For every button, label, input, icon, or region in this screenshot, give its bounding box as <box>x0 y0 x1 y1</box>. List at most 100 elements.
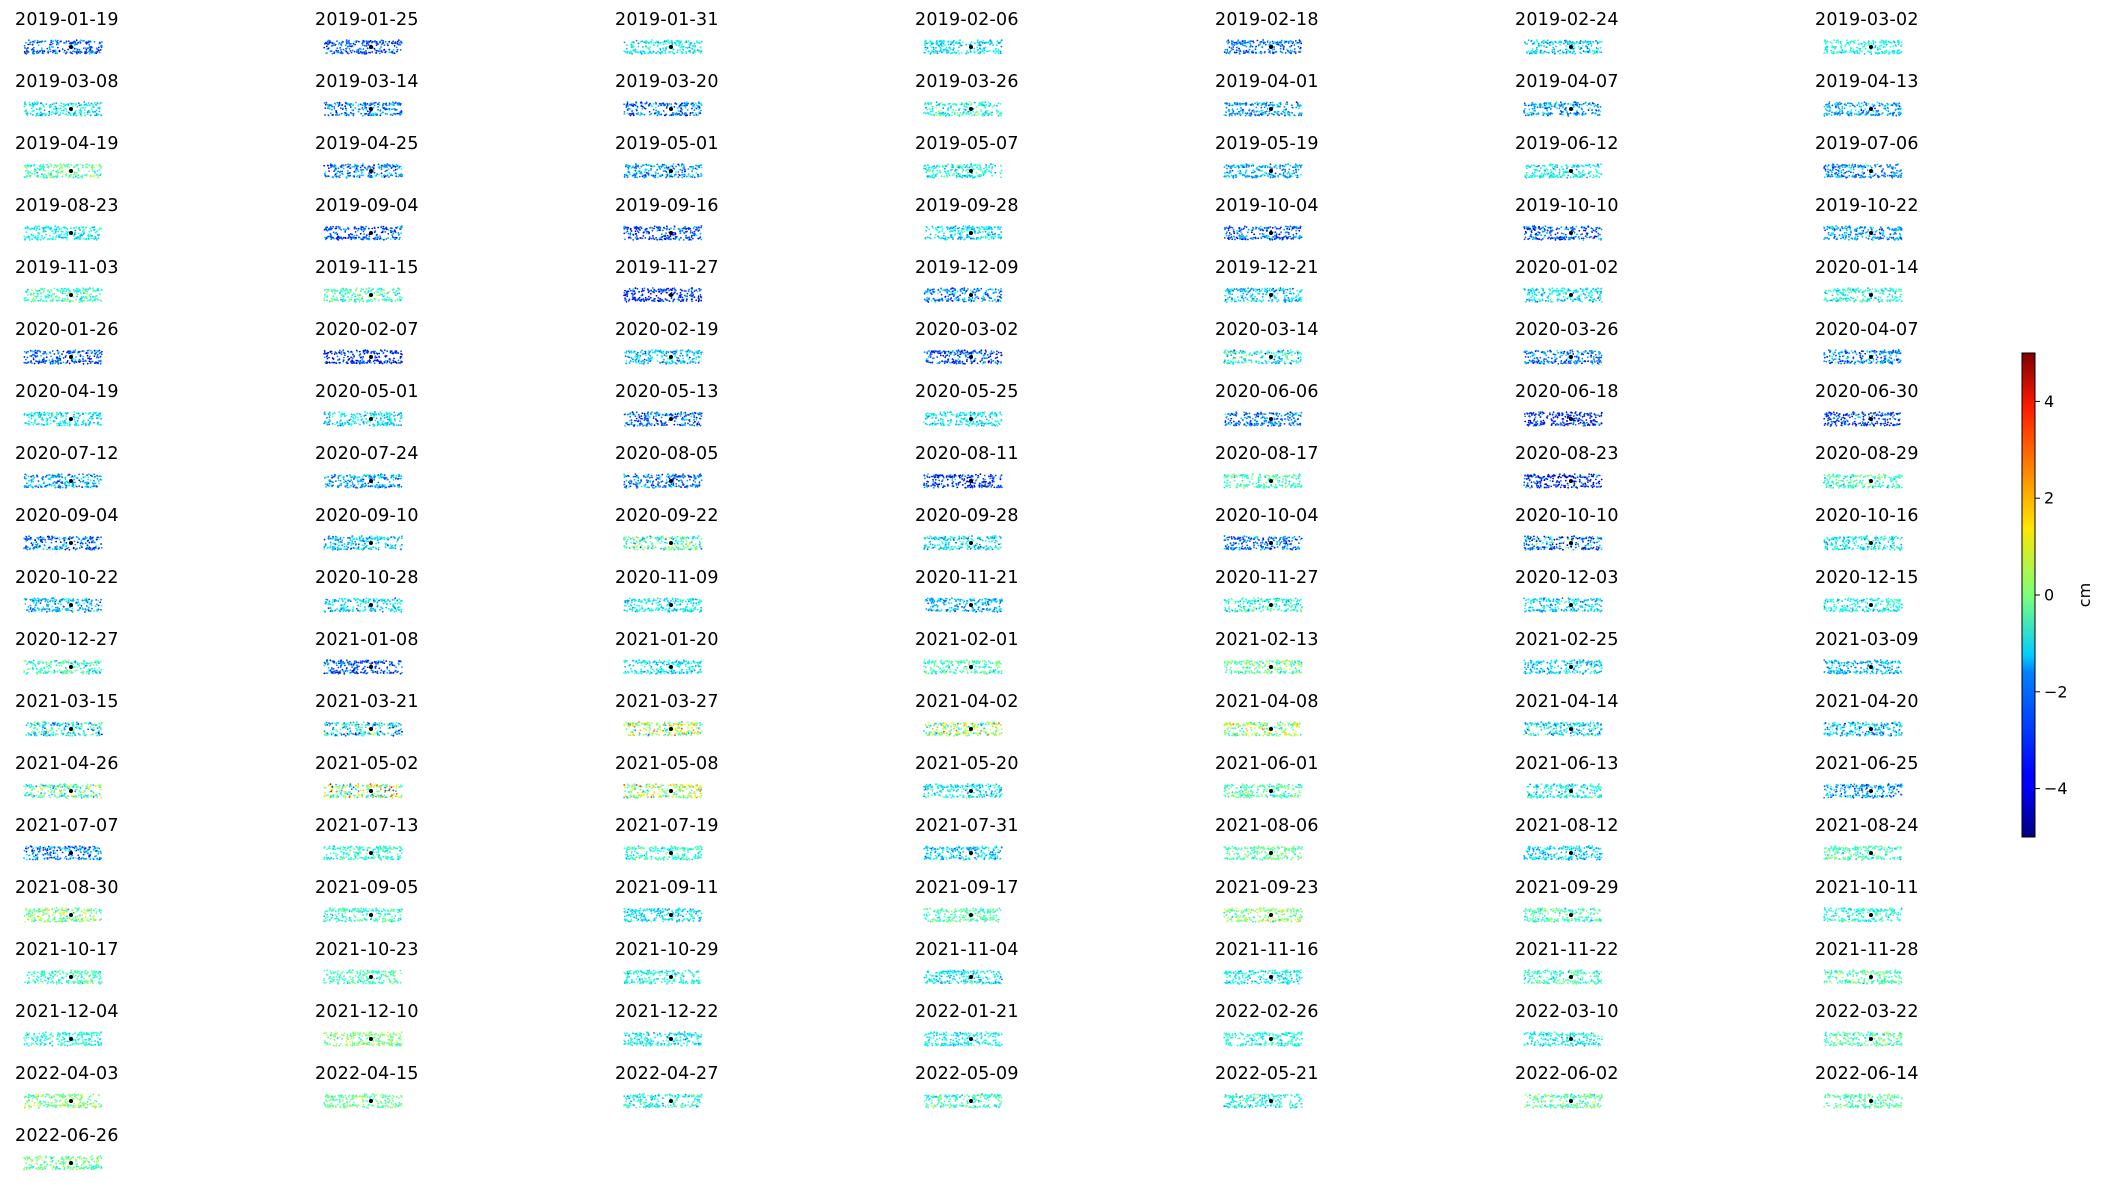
scatter-point <box>380 46 382 48</box>
scatter-point <box>632 41 635 44</box>
scatter-point <box>1874 44 1877 47</box>
scatter-point <box>1295 171 1298 173</box>
scatter-point <box>1858 103 1861 105</box>
scatter-point <box>1865 103 1867 106</box>
scatter-point <box>40 49 43 51</box>
scatter-point <box>36 39 39 42</box>
scatter-point <box>963 103 966 106</box>
scatter-point <box>1552 41 1555 44</box>
scatter-point <box>1550 41 1553 43</box>
scatter-point <box>690 47 692 49</box>
scatter-point <box>927 42 930 44</box>
scatter-point <box>334 103 337 106</box>
scatter-point <box>1589 174 1592 177</box>
scatter-point <box>1235 176 1237 179</box>
scatter-point <box>669 165 672 168</box>
scatter-point <box>640 53 643 55</box>
scatter-point <box>970 41 973 43</box>
scatter-point <box>1546 107 1549 109</box>
scatter-point <box>1870 42 1872 45</box>
reference-point <box>969 45 973 49</box>
scatter-point <box>380 166 383 169</box>
scatter-point <box>372 40 374 43</box>
scatter-point <box>66 103 69 106</box>
scatter-point <box>1532 52 1534 54</box>
scatter-point <box>1569 112 1572 115</box>
scatter-point <box>73 47 76 50</box>
scatter-point <box>632 112 635 115</box>
scatter-point <box>96 169 99 172</box>
scatter-point <box>1900 41 1903 43</box>
scatter-point <box>643 176 646 179</box>
scatter-point <box>1273 113 1275 116</box>
scatter-point <box>638 167 641 170</box>
scatter-point <box>41 52 44 54</box>
scatter-point <box>1298 41 1300 44</box>
scatter-point <box>25 227 27 230</box>
scatter-point <box>1898 111 1901 114</box>
scatter-point <box>969 50 972 53</box>
scatter-point <box>638 175 641 178</box>
scatter-point <box>688 46 691 49</box>
scatter-point <box>1280 39 1283 42</box>
scatter-point <box>1534 50 1537 53</box>
scatter-point <box>76 164 79 167</box>
scatter-point <box>1832 52 1835 55</box>
panel-2019-02-18: 2019-02-18 <box>1200 0 1500 62</box>
scatter-point <box>988 166 991 169</box>
scatter-point <box>926 108 928 111</box>
scatter-point <box>1556 166 1558 169</box>
scatter-point <box>98 229 100 231</box>
scatter-point <box>1876 163 1879 166</box>
scatter-point <box>1887 110 1890 112</box>
scatter-point <box>396 48 399 51</box>
scatter-point <box>691 111 694 114</box>
scatter-point <box>623 111 626 113</box>
scatter-point <box>699 46 702 49</box>
scatter-point <box>362 108 365 111</box>
scatter-point <box>74 110 77 113</box>
scatter-point <box>1549 44 1551 46</box>
scatter-point <box>83 39 86 42</box>
scatter-point <box>997 52 1000 55</box>
scatter-point <box>643 113 646 116</box>
scatter-point <box>1256 39 1259 42</box>
scatter-point <box>30 41 33 43</box>
scatter-point <box>965 106 968 108</box>
scatter-point <box>660 113 663 116</box>
panel-scatter <box>1223 39 1303 55</box>
scatter-point <box>367 47 370 50</box>
scatter-point <box>1886 164 1888 166</box>
scatter-point <box>349 104 351 107</box>
scatter-point <box>971 114 974 117</box>
scatter-point <box>1878 113 1881 116</box>
scatter-point <box>1864 108 1866 111</box>
scatter-point <box>1842 164 1845 167</box>
scatter-point <box>927 101 929 104</box>
scatter-point <box>1531 47 1534 50</box>
scatter-point <box>78 111 80 114</box>
scatter-point <box>671 43 674 46</box>
scatter-point <box>1542 174 1545 176</box>
scatter-point <box>665 40 668 42</box>
scatter-point <box>663 104 666 107</box>
scatter-point <box>1567 171 1569 173</box>
scatter-point <box>1228 175 1231 178</box>
scatter-point <box>955 176 958 179</box>
scatter-point <box>1584 41 1586 43</box>
scatter-point <box>1853 39 1856 42</box>
scatter-point <box>687 175 690 177</box>
scatter-point <box>32 114 34 116</box>
scatter-point <box>650 104 652 106</box>
scatter-point <box>32 46 35 49</box>
scatter-point <box>1884 173 1887 175</box>
scatter-point <box>1557 42 1559 45</box>
scatter-point <box>394 172 397 174</box>
scatter-point <box>373 40 376 43</box>
scatter-point <box>1259 43 1262 45</box>
scatter-point <box>1288 173 1291 175</box>
scatter-point <box>100 227 103 230</box>
scatter-point <box>1272 42 1275 45</box>
scatter-point <box>79 234 82 237</box>
scatter-point <box>665 46 668 49</box>
